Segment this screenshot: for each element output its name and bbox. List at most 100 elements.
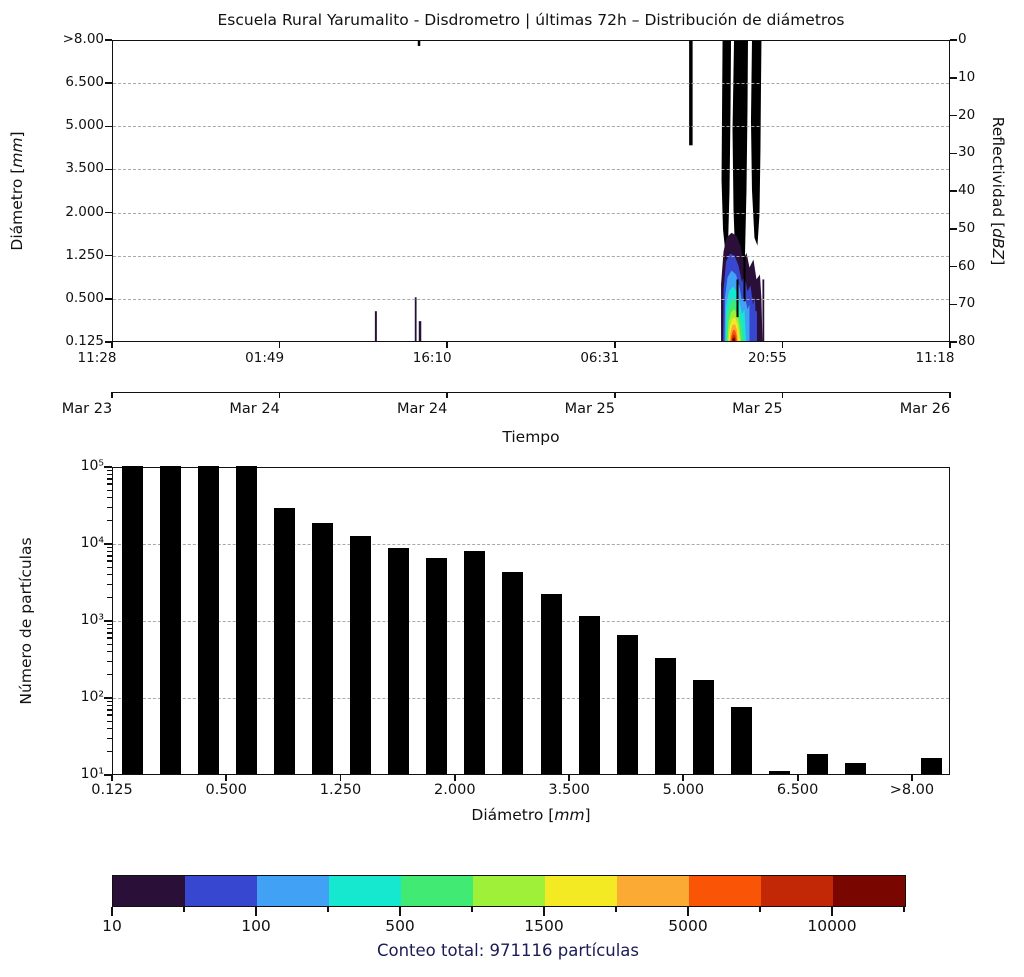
top-panel-timeseries (112, 40, 950, 342)
histogram-bar (350, 535, 372, 774)
top-gridline (113, 169, 949, 171)
hist-ytick-mark (104, 543, 112, 545)
label-text: Diámetro [ (471, 806, 555, 824)
hist-yminor-tick (107, 709, 112, 711)
dbz-tick-label: 80 (958, 333, 976, 349)
dbz-tick-label: 30 (958, 144, 976, 161)
hist-yminor-tick (107, 660, 112, 662)
hist-yminor-tick (107, 627, 112, 630)
top-ytick-mark (105, 211, 112, 214)
top-ytick-mark (105, 39, 112, 41)
top-gridline (113, 255, 949, 257)
hist-yminor-tick (107, 560, 112, 562)
hist-ytick-mark (104, 466, 112, 468)
reflectivity-notch (417, 41, 421, 46)
dbz-tick-mark (950, 228, 957, 230)
colorbar-segment (833, 876, 905, 906)
hist-yminor-tick (107, 506, 112, 508)
dbz-tick-label: 0 (958, 31, 967, 47)
top-gridline (113, 126, 949, 128)
count-contour (721, 232, 765, 341)
date-tick-mark (949, 392, 951, 398)
time-tick-mark (614, 342, 616, 348)
dbz-tick-mark (950, 265, 957, 268)
hist-yminor-tick (107, 728, 112, 730)
top-ytick-mark (105, 254, 112, 257)
top-ytick-label: >8.00 (62, 31, 104, 47)
hist-yminor-tick (107, 574, 112, 576)
colorbar-tick-label: 5000 (668, 917, 708, 935)
time-tick-mark (111, 342, 113, 348)
hist-yminor-tick (107, 751, 112, 753)
date-axis-line (112, 392, 950, 393)
time-axis-label: Tiempo (502, 428, 560, 446)
reflectivity-finger (750, 41, 762, 246)
date-tick-mark (111, 392, 113, 398)
colorbar (112, 875, 906, 907)
hist-ytick-label: 10⁵ (80, 458, 104, 474)
date-tick-mark (781, 392, 784, 398)
time-tick-label: 11:18 (915, 350, 955, 366)
colorbar-tick-mark (831, 906, 833, 916)
histogram-bar (159, 466, 181, 774)
colorbar-minor-tick (615, 906, 617, 912)
hist-ytick-mark (104, 774, 112, 776)
colorbar-tick-mark (399, 906, 401, 916)
contour-striation (757, 289, 760, 341)
hist-yminor-tick (107, 483, 112, 485)
colorbar-segment (545, 876, 617, 906)
histogram-bar (197, 466, 219, 774)
histogram-bar (921, 758, 943, 774)
hist-yminor-tick (107, 623, 112, 626)
hist-xtick-mark (796, 775, 799, 781)
dbz-tick-label: 50 (958, 219, 976, 236)
histogram-bar (540, 593, 562, 774)
hist-gridline (113, 544, 949, 545)
hist-xtick-mark (568, 775, 570, 781)
colorbar-minor-tick (471, 906, 473, 912)
label-text: ] (8, 131, 26, 138)
histogram-bar (769, 770, 791, 774)
colorbar-tick-label: 10000 (807, 917, 857, 935)
hist-yminor-tick (107, 720, 112, 722)
contour-striation (762, 279, 765, 341)
label-unit: mm (8, 137, 26, 168)
dbz-tick-mark (950, 190, 957, 192)
hist-xtick-label: 6.500 (776, 782, 819, 798)
top-ytick-mark (105, 168, 112, 171)
hist-gridline (113, 621, 949, 622)
hist-yminor-tick (107, 546, 112, 549)
colorbar-segment (113, 876, 185, 906)
time-tick-mark (949, 342, 951, 348)
colorbar-segment (329, 876, 401, 906)
hist-xtick-label: >8.00 (889, 782, 935, 798)
dbz-tick-mark (950, 114, 957, 117)
colorbar-segment (473, 876, 545, 906)
histogram-bar (121, 466, 143, 774)
hist-yminor-tick (107, 566, 112, 568)
time-tick-label: 01:49 (245, 350, 285, 366)
colorbar-segment (689, 876, 761, 906)
top-ytick-mark (105, 341, 112, 343)
hist-xtick-mark (453, 775, 456, 781)
colorbar-tick-label: 1500 (524, 917, 564, 935)
reflectivity-finger (732, 41, 748, 283)
dbz-tick-mark (950, 303, 957, 305)
hist-xtick-mark (225, 775, 228, 781)
colorbar-tick-label: 10 (102, 917, 122, 935)
contour-striation (749, 297, 753, 341)
hist-yminor-tick (107, 583, 112, 585)
hist-yminor-tick (107, 700, 112, 703)
time-tick-mark (781, 342, 784, 348)
top-ytick-mark (105, 125, 112, 128)
hist-yminor-tick (107, 520, 112, 522)
dbz-tick-mark (950, 77, 957, 79)
reflectivity-trace (417, 41, 762, 283)
colorbar-tick-mark (111, 906, 113, 916)
top-ytick-label: 5.000 (65, 117, 104, 134)
hist-xtick-label: 0.500 (205, 782, 248, 798)
hist-gridline (113, 698, 949, 699)
dbz-tick-mark (950, 341, 957, 343)
histogram-bar (616, 635, 638, 774)
hist-yminor-tick (107, 597, 112, 599)
